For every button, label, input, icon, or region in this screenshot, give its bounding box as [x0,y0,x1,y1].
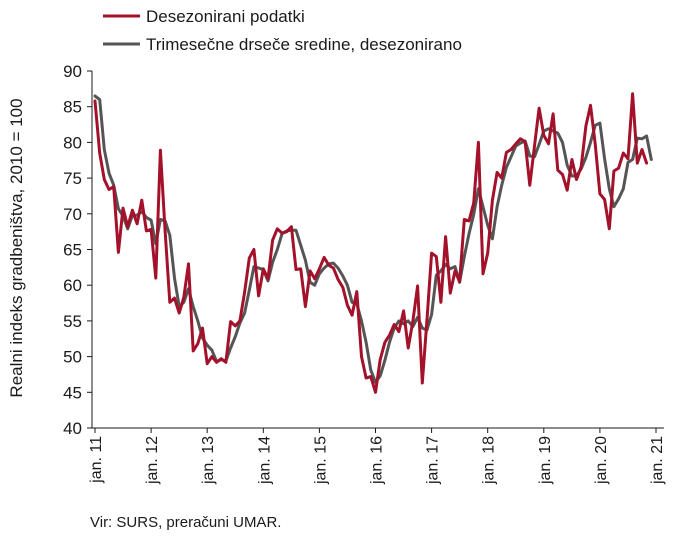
x-tick-label: jan. 19 [537,436,554,485]
y-tick-label: 50 [63,348,82,367]
y-tick-label: 75 [63,169,82,188]
x-tick-label: jan. 12 [144,436,161,485]
x-axis: jan. 11 jan. 12 jan. 13 jan. 14 jan. 15 jan. … [88,428,666,485]
legend-label: Desezonirani podatki [146,7,305,26]
x-tick-label: jan. 21 [649,436,666,485]
x-tick-label: jan. 17 [425,436,442,485]
source-note: Vir: SURS, preračuni UMAR. [90,514,282,531]
legend: Desezonirani podatki Trimesečne drseče sr… [103,7,462,54]
y-tick-label: 40 [63,419,82,438]
x-tick-label: jan. 15 [312,436,329,485]
y-tick-label: 90 [63,62,82,81]
x-tick-label: jan. 13 [200,436,217,485]
legend-label: Trimesečne drseče sredine, desezonirano [146,35,462,54]
y-tick-label: 55 [63,312,82,331]
series-line-drsece-sredine [93,94,653,384]
x-tick-label: jan. 20 [593,436,610,485]
series-layer [93,92,653,394]
y-tick-label: 60 [63,276,82,295]
series-line-desezonirani [93,92,649,394]
y-tick-label: 70 [63,205,82,224]
y-tick-label: 65 [63,241,82,260]
y-tick-label: 45 [63,383,82,402]
y-tick-label: 85 [63,98,82,117]
x-tick-label: jan. 16 [369,436,386,485]
y-axis: 40 45 50 55 60 65 70 75 80 85 90 [63,62,92,438]
x-tick-label: jan. 11 [88,436,105,484]
x-tick-label: jan. 14 [256,436,273,485]
y-axis-title: Realni indeks gradbeništva, 2010 = 100 [7,98,26,397]
y-tick-label: 80 [63,133,82,152]
plot-frame [91,71,664,429]
x-tick-label: jan. 18 [481,436,498,485]
